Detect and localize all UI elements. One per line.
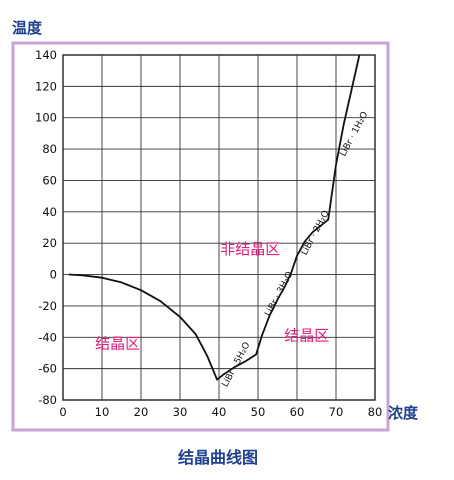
y-tick-label: 120 (35, 79, 57, 93)
y-tick-label: 40 (42, 205, 57, 219)
y-tick-label: -40 (38, 330, 57, 344)
y-tick-label: 80 (42, 142, 57, 156)
grid (63, 55, 375, 400)
x-tick-label: 80 (368, 405, 383, 419)
x-tick-label: 40 (212, 405, 227, 419)
crystallization-curve (68, 54, 361, 381)
tick-labels: 0 10 20 30 40 50 60 70 80 140 120 100 80 60 40 20 0 -20 -4… (35, 48, 382, 419)
chart-title: 结晶曲线图 (177, 448, 258, 467)
x-axis-title: 浓度 (388, 404, 419, 422)
x-tick-label: 50 (251, 405, 266, 419)
region-label: 结晶区 (284, 326, 329, 344)
y-tick-label: 0 (50, 268, 57, 282)
y-tick-label: 20 (42, 236, 57, 250)
x-tick-label: 70 (329, 405, 344, 419)
x-tick-label: 60 (290, 405, 305, 419)
y-axis-title: 温度 (12, 19, 43, 37)
y-tick-label: -60 (38, 362, 57, 376)
y-tick-label: -20 (38, 299, 57, 313)
x-tick-label: 30 (173, 405, 188, 419)
region-label: 结晶区 (95, 334, 140, 352)
y-tick-label: 100 (35, 111, 57, 125)
x-tick-label: 20 (134, 405, 149, 419)
x-tick-label: 0 (59, 405, 66, 419)
y-tick-label: 140 (35, 48, 57, 62)
x-tick-label: 10 (95, 405, 110, 419)
y-tick-label: 60 (42, 173, 57, 187)
curve-layer (68, 54, 361, 381)
region-label: 非结晶区 (220, 240, 280, 258)
y-tick-label: -80 (38, 393, 57, 407)
